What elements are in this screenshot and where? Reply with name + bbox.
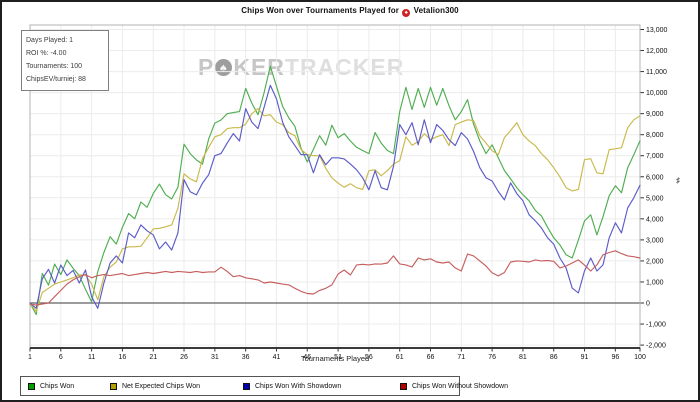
y-tick-label: -2,000 [646,343,666,350]
page-title: Chips Won over Tournaments Played for ♠ … [2,6,698,17]
x-tick-label: 16 [119,354,127,361]
legend-item-without-showdown: Chips Won Without Showdown [400,377,508,395]
watermark-text: TRACKER [284,54,405,80]
legend-item-net-expected: Net Expected Chips Won [110,377,200,395]
legend-label: Chips Won Without Showdown [412,382,508,390]
x-tick-label: 51 [334,354,342,361]
y-tick-label: 2,000 [646,258,664,265]
x-tick-label: 91 [581,354,589,361]
y-tick-label: 10,000 [646,90,668,97]
y-tick-label: -1,000 [646,322,666,329]
pokertracker-logo-icon: ♠ [402,9,411,17]
legend-swatch-olive [110,382,117,390]
stat-chips-ev: ChipsEV/turniej: 88 [26,76,86,83]
chart-legend: Chips Won Net Expected Chips Won Chips W… [20,376,508,396]
player-name: Vetalion300 [413,6,459,15]
y-tick-label: 5,000 [646,195,664,202]
y-tick-label: 8,000 [646,132,664,139]
y-tick-label: 1,000 [646,279,664,286]
series-line-2 [29,84,641,309]
x-tick-label: 36 [242,354,250,361]
x-tick-label: 46 [303,354,311,361]
x-tick-label: 21 [149,354,157,361]
y-tick-label: 11,000 [646,69,667,76]
legend-swatch-red [400,382,407,390]
plot-border [29,24,641,349]
y-tick-label: 6,000 [646,174,664,181]
x-tick-label: 96 [611,354,619,361]
x-tick-label: 26 [180,354,188,361]
legend-swatch-blue [243,382,250,390]
series-line-0 [29,65,641,316]
legend-label: Net Expected Chips Won [122,382,201,390]
legend-item-chips-won: Chips Won [28,377,74,395]
legend-swatch-green [28,382,35,390]
legend-label: Chips Won With Showdown [255,382,342,390]
legend-label: Chips Won [40,382,75,390]
series-line-1 [29,108,641,312]
stat-roi: ROI %: -4.00 [26,50,67,57]
y-tick-label: 12,000 [646,48,668,55]
x-tick-label: 71 [457,354,465,361]
y-tick-label: 0 [646,301,650,308]
x-tick-label: 56 [365,354,373,361]
x-tick-label: 76 [488,354,496,361]
x-tick-label: 11 [88,354,95,361]
x-tick-label: 81 [519,354,527,361]
chart-title-text: Chips Won over Tournaments Played for [241,6,399,15]
x-axis-title: Tournaments Played [300,354,370,363]
stat-days-played: Days Played: 1 [26,37,74,44]
y-tick-label: 13,000 [646,27,668,34]
series-line-3 [29,250,641,306]
x-tick-label: 100 [634,354,646,361]
stat-tournaments: Tournaments: 100 [26,63,83,70]
y-tick-label: 7,000 [646,153,664,160]
watermark-text: KER [233,54,285,80]
x-tick-label: 1 [28,354,32,361]
legend-item-with-showdown: Chips Won With Showdown [243,377,341,395]
x-tick-label: 66 [427,354,435,361]
y-tick-label: 3,000 [646,237,664,244]
x-tick-label: 31 [211,354,219,361]
x-tick-label: 41 [273,354,281,361]
stats-summary-box: Days Played: 1 ROI %: -4.00 Tournaments:… [21,30,109,91]
x-tick-label: 86 [550,354,558,361]
y-tick-label: 4,000 [646,216,664,223]
x-tick-label: 61 [396,354,404,361]
y-axis-unit-symbol: ♯ [676,176,680,185]
y-tick-label: 9,000 [646,111,664,118]
watermark-text: P [198,54,215,80]
x-tick-label: 6 [59,354,63,361]
